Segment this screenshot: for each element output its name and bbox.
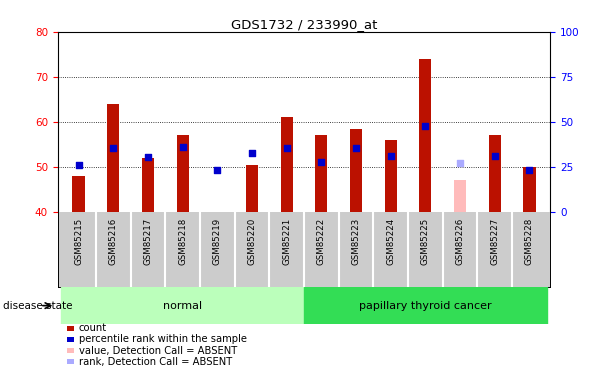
Text: normal: normal: [163, 301, 202, 310]
Text: papillary thyroid cancer: papillary thyroid cancer: [359, 301, 492, 310]
Bar: [385, 140, 397, 212]
Text: GSM85226: GSM85226: [455, 218, 465, 265]
Text: value, Detection Call = ABSENT: value, Detection Call = ABSENT: [79, 346, 237, 355]
Text: percentile rank within the sample: percentile rank within the sample: [79, 334, 247, 344]
Text: GSM85216: GSM85216: [109, 218, 118, 265]
Point: [108, 145, 118, 151]
Text: GSM85225: GSM85225: [421, 218, 430, 265]
Bar: [61, 287, 304, 324]
Point: [317, 159, 326, 165]
Bar: [304, 287, 547, 324]
Text: GSM85218: GSM85218: [178, 218, 187, 265]
Point: [421, 123, 430, 129]
Bar: [280, 117, 292, 212]
Point: [178, 144, 187, 150]
Point: [74, 162, 83, 168]
Bar: [523, 167, 536, 212]
Bar: [489, 135, 501, 212]
Text: GSM85220: GSM85220: [247, 218, 257, 265]
Point: [386, 153, 396, 159]
Title: GDS1732 / 233990_at: GDS1732 / 233990_at: [231, 18, 377, 31]
Bar: [176, 135, 188, 212]
Point: [212, 168, 222, 174]
Bar: [246, 165, 258, 212]
Point: [455, 160, 465, 166]
Bar: [72, 176, 85, 212]
Point: [143, 154, 153, 160]
Text: rank, Detection Call = ABSENT: rank, Detection Call = ABSENT: [79, 357, 232, 367]
Bar: [107, 104, 119, 212]
Bar: [350, 129, 362, 212]
Bar: [142, 158, 154, 212]
Bar: [454, 180, 466, 212]
Text: count: count: [79, 323, 107, 333]
Text: GSM85223: GSM85223: [351, 218, 361, 265]
Text: GSM85219: GSM85219: [213, 218, 222, 265]
Text: GSM85215: GSM85215: [74, 218, 83, 265]
Text: GSM85221: GSM85221: [282, 218, 291, 265]
Text: GSM85227: GSM85227: [490, 218, 499, 265]
Text: GSM85217: GSM85217: [143, 218, 153, 265]
Text: disease state: disease state: [3, 301, 72, 310]
Point: [247, 150, 257, 156]
Point: [282, 145, 291, 151]
Text: GSM85222: GSM85222: [317, 218, 326, 265]
Bar: [420, 59, 432, 212]
Point: [490, 153, 500, 159]
Text: GSM85224: GSM85224: [386, 218, 395, 265]
Point: [351, 145, 361, 151]
Text: GSM85228: GSM85228: [525, 218, 534, 265]
Bar: [316, 135, 328, 212]
Point: [525, 168, 534, 174]
